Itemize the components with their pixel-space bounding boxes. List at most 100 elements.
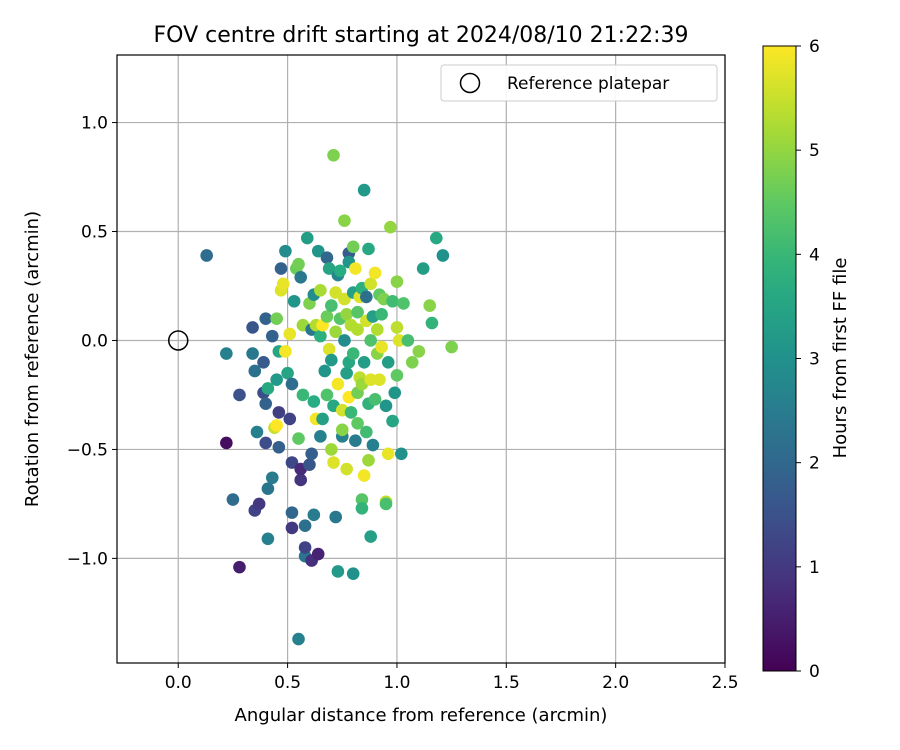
plot-frame bbox=[116, 54, 726, 664]
data-point bbox=[364, 373, 377, 387]
data-point bbox=[340, 462, 353, 476]
data-point bbox=[436, 249, 450, 262]
data-point bbox=[281, 366, 294, 380]
data-point bbox=[370, 323, 384, 336]
data-point bbox=[276, 277, 290, 291]
data-point bbox=[294, 473, 308, 487]
data-point bbox=[362, 454, 375, 467]
data-point bbox=[220, 347, 233, 360]
data-point bbox=[349, 434, 362, 448]
data-point bbox=[388, 386, 402, 400]
data-point bbox=[274, 262, 288, 275]
colorbar-tick-label: 2 bbox=[809, 454, 820, 474]
x-tick-label: 1.0 bbox=[383, 673, 410, 693]
data-point bbox=[314, 430, 327, 443]
data-point bbox=[384, 220, 397, 234]
legend-label: Reference platepar bbox=[507, 74, 669, 94]
data-point bbox=[327, 456, 340, 469]
data-point bbox=[220, 436, 233, 450]
data-point bbox=[248, 364, 262, 378]
data-point bbox=[272, 440, 286, 454]
data-point bbox=[261, 382, 275, 395]
data-point bbox=[373, 373, 386, 387]
data-point bbox=[362, 242, 375, 256]
y-tick-label: 1.0 bbox=[81, 114, 108, 134]
data-point bbox=[233, 388, 246, 402]
data-point bbox=[401, 334, 415, 347]
data-point bbox=[325, 443, 338, 456]
data-point bbox=[283, 327, 297, 341]
data-point bbox=[346, 240, 360, 254]
data-point bbox=[252, 497, 266, 511]
colorbar-tick-label: 0 bbox=[809, 662, 820, 682]
data-point bbox=[445, 340, 458, 354]
data-point bbox=[331, 377, 345, 391]
data-point bbox=[375, 340, 388, 354]
data-point bbox=[351, 416, 364, 430]
data-point bbox=[390, 321, 404, 334]
reference-marker-layer bbox=[167, 330, 189, 351]
colorbar-label: Hours from first FF file bbox=[830, 258, 851, 459]
data-point bbox=[292, 257, 305, 271]
data-point bbox=[355, 493, 369, 506]
data-point bbox=[307, 508, 321, 522]
data-point bbox=[335, 423, 349, 437]
data-point bbox=[250, 425, 264, 439]
data-point bbox=[423, 299, 437, 312]
data-point bbox=[346, 347, 360, 360]
data-point bbox=[351, 305, 364, 319]
data-point bbox=[292, 432, 305, 445]
data-point bbox=[327, 148, 340, 162]
data-point bbox=[416, 262, 430, 275]
data-point bbox=[322, 342, 336, 356]
data-point bbox=[259, 397, 273, 410]
data-point bbox=[270, 419, 283, 432]
data-point bbox=[325, 299, 338, 312]
data-point bbox=[265, 471, 279, 485]
data-point bbox=[331, 565, 345, 578]
data-point bbox=[298, 519, 312, 533]
y-axis-ticks: −1.0 −0.5 0.0 0.5 1.0 bbox=[67, 114, 117, 569]
data-point bbox=[325, 353, 338, 367]
colorbar-tick-label: 6 bbox=[809, 37, 820, 57]
data-point bbox=[395, 447, 408, 461]
data-point bbox=[285, 456, 299, 469]
x-tick-label: 1.5 bbox=[493, 673, 520, 693]
x-tick-label: 2.0 bbox=[602, 673, 629, 693]
colorbar-ticks: 0 1 2 3 4 5 6 bbox=[796, 37, 820, 682]
data-point bbox=[360, 290, 373, 304]
data-point bbox=[340, 308, 353, 321]
data-point bbox=[386, 294, 399, 308]
colorbar-tick-label: 3 bbox=[809, 350, 820, 370]
data-point bbox=[279, 345, 292, 358]
legend-box bbox=[440, 64, 718, 102]
reference-platepar-marker bbox=[167, 330, 189, 351]
data-point bbox=[425, 316, 439, 330]
data-point bbox=[351, 323, 364, 336]
data-point bbox=[285, 521, 299, 535]
data-point bbox=[200, 249, 213, 262]
y-axis-label: Rotation from reference (arcmin) bbox=[22, 211, 43, 507]
data-point bbox=[430, 231, 443, 245]
data-point bbox=[357, 469, 371, 482]
data-point bbox=[390, 369, 404, 382]
data-point bbox=[314, 329, 327, 343]
legend: Reference platepar bbox=[440, 64, 718, 102]
data-point bbox=[381, 447, 395, 461]
data-point bbox=[294, 270, 308, 284]
data-point bbox=[357, 355, 371, 369]
data-point bbox=[368, 266, 382, 280]
data-point bbox=[329, 510, 343, 524]
data-point bbox=[292, 632, 305, 646]
legend-reference-marker bbox=[459, 72, 481, 94]
data-point bbox=[311, 547, 325, 561]
data-points bbox=[200, 148, 458, 646]
data-point bbox=[279, 244, 292, 258]
data-point bbox=[287, 294, 301, 308]
data-point bbox=[364, 334, 377, 347]
data-point bbox=[265, 329, 279, 343]
chart-title: FOV centre drift starting at 2024/08/10 … bbox=[154, 23, 689, 48]
data-point bbox=[340, 366, 353, 380]
